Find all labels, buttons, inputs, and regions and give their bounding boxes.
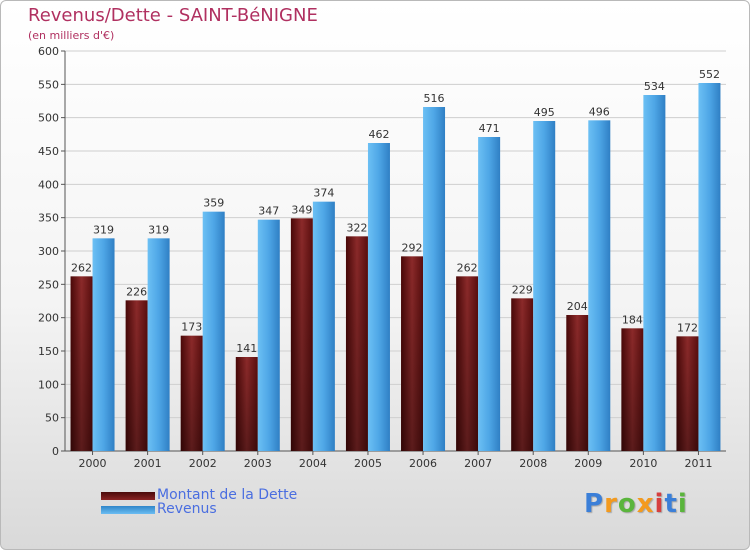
x-tick-label: 2001 [134,457,162,470]
bar-revenus [698,83,721,451]
y-tick-label: 300 [38,245,59,258]
legend-label-dette: Montant de la Dette [157,487,298,503]
data-label-dette: 204 [567,300,588,313]
bar-revenus [312,201,335,451]
y-tick-label: 500 [38,112,59,125]
bar-revenus [367,143,390,451]
data-label-dette: 229 [512,283,533,296]
y-tick-label: 250 [38,278,59,291]
x-tick-label: 2006 [409,457,437,470]
data-label-dette: 292 [402,241,423,254]
data-label-dette: 262 [71,261,92,274]
bar-dette-shade [566,315,589,451]
logo-letter: o [617,489,637,519]
data-label-revenus: 374 [313,187,334,200]
logo-letter: x [636,489,655,519]
x-tick-label: 2008 [519,457,547,470]
bar-dette-shade [401,256,424,451]
data-label-revenus: 496 [589,105,610,118]
data-label-dette: 141 [236,342,257,355]
x-tick-label: 2004 [299,457,327,470]
bar-dette-shade [290,218,313,451]
bar-dette-shade [511,298,534,451]
legend-label-revenus: Revenus [157,501,217,517]
bar-revenus [423,107,446,451]
x-tick-label: 2005 [354,457,382,470]
bar-revenus [92,238,115,451]
y-tick-label: 600 [38,45,59,58]
data-label-revenus: 471 [479,122,500,135]
x-tick-label: 2011 [684,457,712,470]
y-tick-label: 450 [38,145,59,158]
bar-revenus [257,219,280,451]
data-label-revenus: 462 [368,128,389,141]
x-tick-label: 2009 [574,457,602,470]
proxiti-logo: Proxiti [584,489,688,519]
chart-subtitle: (en milliers d'€) [28,29,115,42]
data-label-revenus: 495 [534,106,555,119]
data-label-dette: 349 [291,203,312,216]
data-label-revenus: 516 [424,92,445,105]
bar-dette-shade [70,276,93,451]
bar-dette-shade [621,328,644,451]
y-tick-label: 350 [38,212,59,225]
x-tick-label: 2002 [189,457,217,470]
bar-dette-shade [180,335,203,451]
y-tick-label: 0 [52,445,59,458]
bar-dette-shade [235,357,258,451]
legend-swatch-revenus [101,506,155,514]
logo-letter: r [604,489,618,519]
logo-letter: t [664,489,678,519]
data-label-revenus: 552 [699,68,720,81]
y-tick-label: 50 [45,412,59,425]
y-tick-label: 550 [38,78,59,91]
data-label-dette: 173 [181,321,202,334]
data-label-dette: 184 [622,313,643,326]
y-tick-label: 150 [38,345,59,358]
bar-dette-shade [125,300,148,451]
bar-revenus [643,95,666,451]
data-label-dette: 262 [457,261,478,274]
bar-dette-shade [456,276,479,451]
y-tick-label: 200 [38,312,59,325]
y-tick-label: 100 [38,378,59,391]
bar-revenus [147,238,170,451]
bar-revenus [478,137,501,451]
bar-dette-shade [345,236,368,451]
data-label-revenus: 319 [93,223,114,236]
x-tick-label: 2010 [629,457,657,470]
y-tick-label: 400 [38,178,59,191]
bar-dette-shade [676,336,699,451]
logo-letter: P [584,489,605,519]
bar-revenus [202,211,225,451]
data-label-revenus: 319 [148,223,169,236]
x-tick-label: 2007 [464,457,492,470]
x-tick-label: 2000 [79,457,107,470]
data-label-dette: 172 [677,321,698,334]
x-tick-label: 2003 [244,457,272,470]
bar-revenus [588,120,611,451]
bar-revenus [533,121,556,451]
data-label-dette: 226 [126,285,147,298]
data-label-dette: 322 [346,221,367,234]
logo-letter: i [677,489,688,519]
data-label-revenus: 347 [258,205,279,218]
chart-title: Revenus/Dette - SAINT-BéNIGNE [28,5,318,26]
data-label-revenus: 534 [644,80,665,93]
data-label-revenus: 359 [203,197,224,210]
logo-letter: i [654,489,665,519]
legend-swatch-dette [101,492,155,500]
